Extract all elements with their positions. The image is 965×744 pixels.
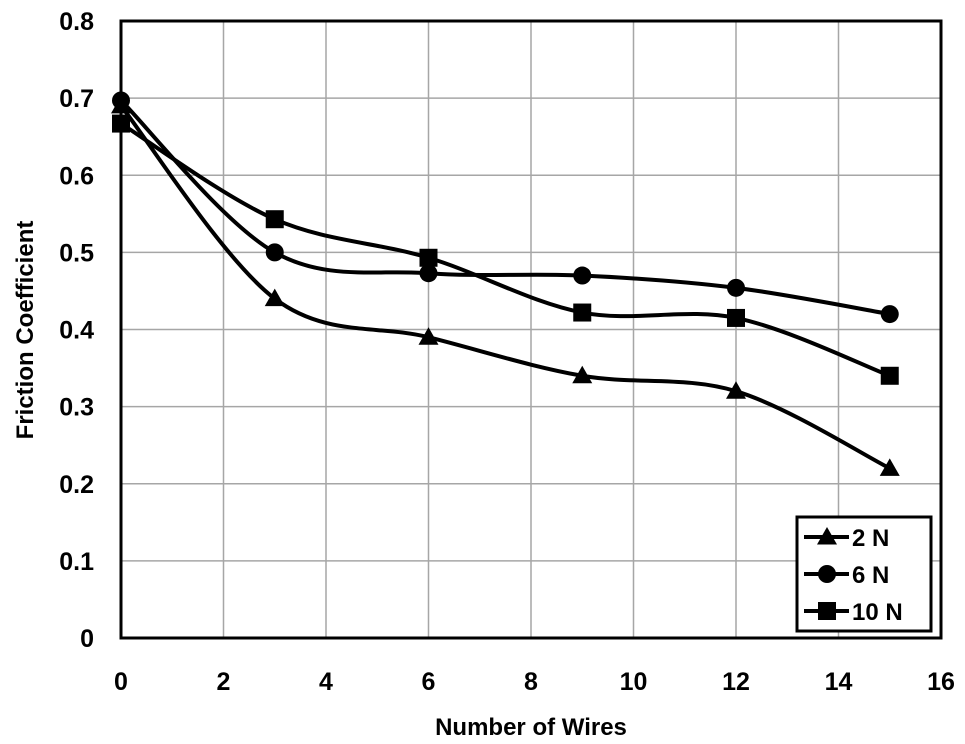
x-tick-label: 2 xyxy=(217,668,231,696)
x-tick-label: 12 xyxy=(722,668,750,696)
data-point-square xyxy=(419,248,438,267)
x-axis-ticks: 0 2 4 6 8 10 12 14 16 xyxy=(114,668,955,696)
legend-marker-circle xyxy=(818,565,836,583)
x-tick-label: 4 xyxy=(319,668,333,696)
y-axis-ticks: 0 0.1 0.2 0.3 0.4 0.5 0.6 0.7 0.8 xyxy=(59,8,94,653)
series-line xyxy=(119,121,892,378)
data-point-circle xyxy=(880,305,899,324)
series-layer xyxy=(111,91,900,476)
data-point-square xyxy=(265,210,284,229)
x-tick-label: 8 xyxy=(524,668,538,696)
y-tick-label: 0.7 xyxy=(59,85,94,113)
y-tick-label: 0.8 xyxy=(59,8,94,36)
legend-item: 6 N xyxy=(804,562,889,589)
data-point-triangle xyxy=(726,381,746,399)
x-tick-label: 6 xyxy=(422,668,436,696)
data-point-circle xyxy=(727,278,745,297)
series-circle xyxy=(112,91,899,324)
legend-item: 10 N xyxy=(804,599,903,626)
y-axis-title: Friction Coefficient xyxy=(12,221,39,440)
data-point-triangle xyxy=(572,365,593,384)
data-point-circle xyxy=(265,243,284,262)
x-axis-title: Number of Wires xyxy=(435,714,627,741)
data-point-square xyxy=(573,303,592,322)
x-tick-label: 16 xyxy=(927,668,955,696)
data-point-circle xyxy=(573,266,592,285)
y-tick-label: 0.2 xyxy=(59,471,94,499)
plot-frame xyxy=(119,19,943,640)
legend-label: 10 N xyxy=(852,599,903,626)
legend-label: 6 N xyxy=(852,562,889,589)
series-line xyxy=(119,98,892,317)
y-tick-label: 0.5 xyxy=(59,239,94,267)
series-square xyxy=(112,114,899,385)
legend-marker-triangle xyxy=(817,527,837,545)
data-point-circle xyxy=(419,264,438,283)
y-tick-label: 0.3 xyxy=(59,394,94,422)
series-line xyxy=(119,103,892,471)
y-tick-label: 0 xyxy=(80,625,94,653)
data-point-square xyxy=(880,366,899,385)
x-tick-label: 0 xyxy=(114,668,128,696)
legend-marker-square xyxy=(818,602,836,620)
y-tick-label: 0.6 xyxy=(59,162,94,190)
x-tick-label: 10 xyxy=(620,668,648,696)
data-point-triangle xyxy=(879,458,900,476)
data-point-triangle xyxy=(264,288,285,307)
y-tick-label: 0.1 xyxy=(59,548,94,576)
legend-item: 2 N xyxy=(804,525,889,552)
y-tick-label: 0.4 xyxy=(59,317,94,345)
legend: 2 N 6 N 10 N xyxy=(795,515,933,633)
legend-label: 2 N xyxy=(852,525,889,552)
data-point-triangle xyxy=(418,327,439,345)
x-tick-label: 14 xyxy=(825,668,853,696)
data-point-square xyxy=(727,308,745,327)
